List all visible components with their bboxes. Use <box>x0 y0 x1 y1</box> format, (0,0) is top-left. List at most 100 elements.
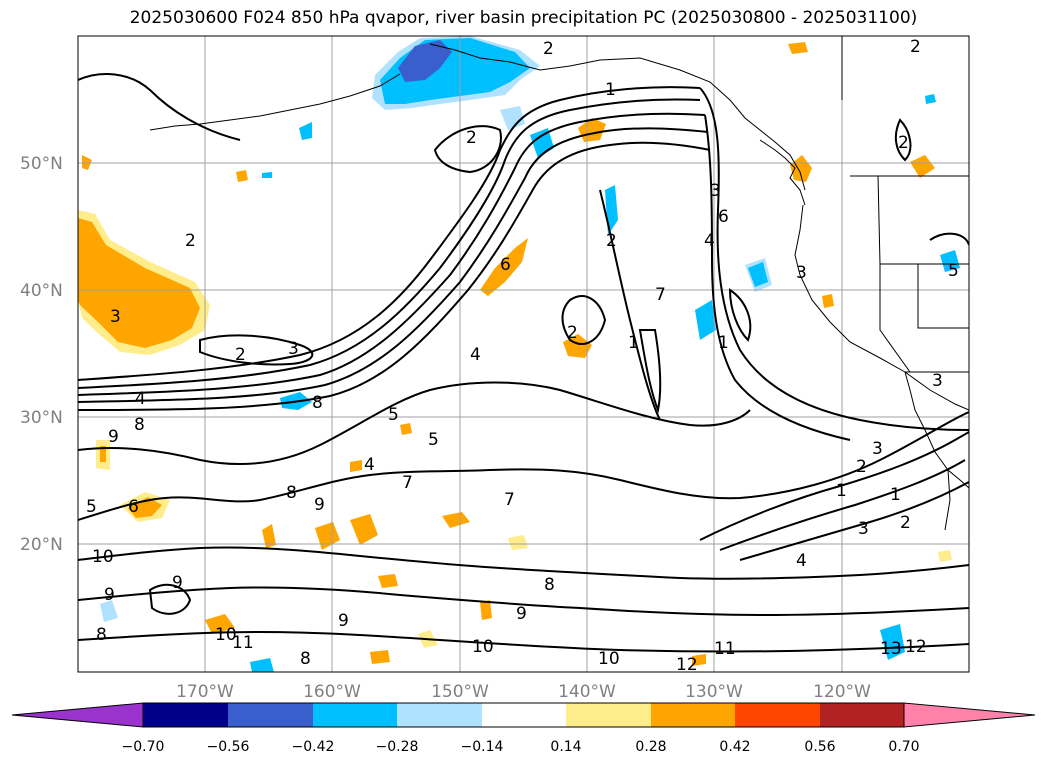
anomaly-region <box>400 423 412 435</box>
anomaly-region <box>940 250 960 272</box>
colorbar-tick-label: 0.28 <box>635 739 666 755</box>
contour-label: 9 <box>104 585 115 605</box>
contour-label: 8 <box>286 483 297 503</box>
contour-label: 2 <box>185 231 196 251</box>
lon-label: 120°W <box>813 682 871 702</box>
colorbar-tick-label: 0.56 <box>804 739 835 755</box>
anomaly-region <box>205 614 235 634</box>
contour-label: 6 <box>718 207 729 227</box>
contour-label: 9 <box>172 573 183 593</box>
colorbar-segment <box>820 703 904 727</box>
mexico-coast <box>944 469 951 531</box>
contour-line <box>78 112 706 396</box>
contour-label: 1 <box>718 333 729 353</box>
contour-label: 3 <box>710 181 721 201</box>
contour-line <box>699 431 969 541</box>
colorbar: −0.70 −0.56 −0.42 −0.28 −0.14 0.14 0.28 … <box>11 702 1036 755</box>
contour-label: 7 <box>402 473 413 493</box>
contour-label: 13 <box>880 639 902 659</box>
bc-coast <box>759 139 806 206</box>
plot-area: 2 1 2 2 3 2 3 4 8 9 8 5 6 5 4 5 6 7 8 9 … <box>78 36 969 675</box>
contour-line <box>561 295 607 345</box>
contour-line <box>78 98 701 389</box>
contour-line <box>739 481 969 561</box>
positive-anomaly-regions <box>78 42 952 666</box>
contour-label: 2 <box>606 231 617 251</box>
colorbar-tick-label: 0.42 <box>719 739 750 755</box>
contour-label: 7 <box>655 285 666 305</box>
colorbar-segment <box>482 703 566 727</box>
contour-label: 1 <box>836 481 847 501</box>
contour-label: 8 <box>96 625 107 645</box>
contour-label: 1 <box>890 485 901 505</box>
contour-label: 4 <box>470 345 481 365</box>
contour-label: 6 <box>128 497 139 517</box>
contour-line <box>433 125 502 174</box>
contour-label: 3 <box>872 439 883 459</box>
contour-label: 1 <box>605 80 616 100</box>
anomaly-region <box>350 514 378 545</box>
lat-label: 20°N <box>20 535 63 555</box>
colorbar-segment <box>903 702 1036 728</box>
contour-label: 3 <box>858 519 869 539</box>
contour-line <box>148 583 192 615</box>
contour-label: 2 <box>856 457 867 477</box>
contour-label: 4 <box>796 551 807 571</box>
contour-line <box>638 329 662 414</box>
graticule <box>78 36 969 672</box>
colorbar-tick-label: −0.42 <box>292 739 335 755</box>
contour-line <box>78 546 969 580</box>
lon-label: 160°W <box>303 682 361 702</box>
coastlines <box>149 36 969 531</box>
lat-label: 50°N <box>20 154 63 174</box>
contour-label: 2 <box>466 128 477 148</box>
contour-line <box>78 86 701 381</box>
anomaly-region <box>398 40 452 82</box>
anomaly-region <box>695 300 716 340</box>
lat-label: 30°N <box>20 408 63 428</box>
contour-label: 10 <box>472 637 494 657</box>
anomaly-region <box>880 624 905 660</box>
contour-label: 10 <box>598 649 620 669</box>
contour-line <box>78 586 969 617</box>
colorbar-segment <box>228 703 313 727</box>
lon-label: 150°W <box>431 682 489 702</box>
contour-label: 9 <box>516 604 527 624</box>
contour-label: 7 <box>504 490 515 510</box>
contour-line <box>929 232 969 246</box>
colorbar-tick-label: −0.28 <box>376 739 419 755</box>
anomaly-region <box>370 650 390 664</box>
lat-label: 40°N <box>20 281 63 301</box>
contour-label: 12 <box>676 655 698 675</box>
colorbar-segment <box>566 703 651 727</box>
aleutian-islands <box>149 73 401 131</box>
colorbar-segment <box>11 702 144 728</box>
contour-line <box>78 127 709 403</box>
colorbar-tick-label: 0.14 <box>550 739 581 755</box>
contour-label: 5 <box>948 261 959 281</box>
contour-line <box>78 141 711 411</box>
alaska-coast <box>429 43 806 191</box>
colorbar-tick-label: −0.56 <box>207 739 250 755</box>
map-title: 2025030600 F024 850 hPa qvapor, river ba… <box>129 8 918 28</box>
baja-coast <box>904 371 969 489</box>
state-border <box>917 264 969 329</box>
anomaly-region <box>790 155 812 182</box>
anomaly-region <box>100 600 118 622</box>
contour-label: 4 <box>135 389 146 409</box>
contour-label: 8 <box>544 575 555 595</box>
colorbar-tick-label: −0.70 <box>122 739 165 755</box>
contour-label: 2 <box>543 39 554 59</box>
anomaly-region <box>315 522 340 550</box>
anomaly-region <box>236 170 248 182</box>
contour-label: 6 <box>500 255 511 275</box>
contour-label: 11 <box>714 639 736 659</box>
anomaly-region <box>925 94 936 104</box>
contour-label: 3 <box>288 339 299 359</box>
contour-label: 10 <box>215 625 237 645</box>
contour-label: 2 <box>900 513 911 533</box>
lon-label: 140°W <box>558 682 616 702</box>
contour-label: 5 <box>86 497 97 517</box>
plot-frame <box>77 35 970 673</box>
